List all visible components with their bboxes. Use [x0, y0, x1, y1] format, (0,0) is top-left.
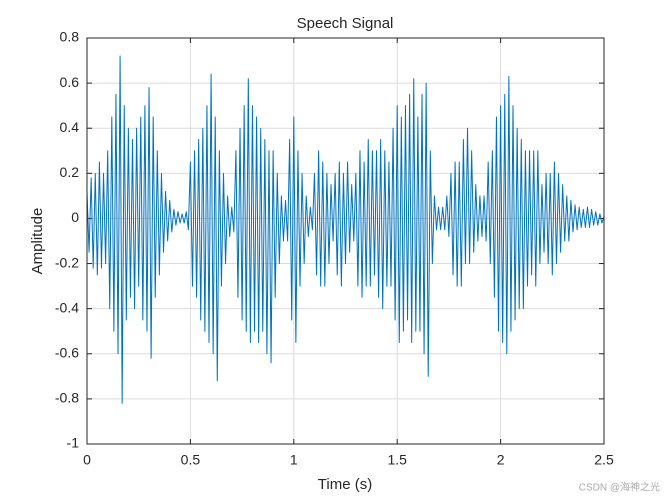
y-tick-label: 0.8 [60, 29, 80, 45]
y-axis-label: Amplitude [29, 208, 46, 275]
y-tick-label: -0.8 [55, 390, 79, 406]
x-tick-label: 0.5 [181, 452, 201, 468]
x-tick-label: 0 [83, 452, 91, 468]
y-tick-label: 0.2 [60, 164, 80, 180]
y-tick-label: -1 [67, 435, 80, 451]
x-tick-label: 2 [497, 452, 505, 468]
x-tick-label: 1.5 [387, 452, 407, 468]
y-tick-label: 0 [71, 209, 79, 225]
chart-title: Speech Signal [297, 15, 394, 32]
x-tick-label: 2.5 [594, 452, 614, 468]
plot-frame [86, 37, 605, 445]
x-tick-label: 1 [290, 452, 298, 468]
x-axis-label: Time (s) [318, 476, 372, 493]
signal-line [86, 55, 605, 404]
watermark: CSDN @海神之光 [579, 481, 660, 494]
y-tick-label: 0.4 [60, 119, 80, 135]
y-tick-label: 0.6 [60, 74, 80, 90]
y-tick-label: -0.2 [55, 254, 79, 270]
y-tick-label: -0.6 [55, 344, 79, 360]
y-tick-label: -0.4 [55, 299, 79, 315]
